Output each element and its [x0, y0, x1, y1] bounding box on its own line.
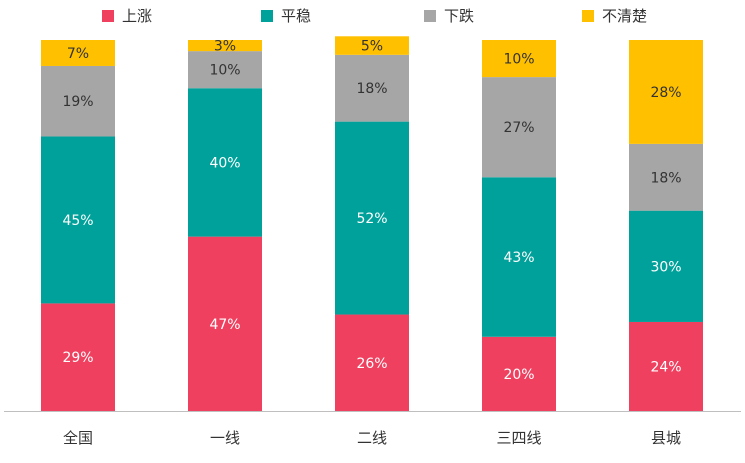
x-tick-label-3: 二线 [357, 429, 387, 447]
bar-1-2 [41, 136, 115, 304]
data-label-3-2: 52% [356, 211, 387, 227]
data-label-3-1: 26% [356, 356, 387, 372]
x-tick-label-2: 一线 [210, 429, 240, 447]
bar-1-3 [41, 65, 115, 137]
data-label-2-4: 3% [214, 39, 236, 55]
x-tick-label-5: 县城 [651, 429, 681, 447]
legend: 上涨 平稳 下跌 不清楚 [102, 7, 647, 25]
bar-2-4 [188, 40, 262, 52]
bar-4-1 [482, 336, 556, 411]
bar-3-2 [335, 121, 409, 315]
data-label-4-1: 20% [503, 367, 534, 383]
data-label-4-3: 27% [503, 120, 534, 136]
data-label-2-1: 47% [209, 317, 240, 333]
data-label-1-1: 29% [62, 350, 93, 366]
x-tick-label-1: 全国 [63, 429, 93, 447]
x-tick-labels: 全国 一线 二线 三四线 县城 [63, 429, 681, 447]
bar-4-4 [482, 40, 556, 78]
bar-3-1 [335, 314, 409, 411]
bar-5-2 [629, 210, 703, 322]
legend-swatch-4 [582, 10, 594, 22]
bar-2-1 [188, 236, 262, 411]
data-label-5-3: 18% [650, 170, 681, 186]
legend-swatch-3 [424, 10, 436, 22]
legend-label-4: 不清楚 [602, 7, 647, 25]
legend-label-2: 平稳 [281, 7, 311, 25]
data-label-5-1: 24% [650, 359, 681, 375]
bar-1-1 [41, 303, 115, 411]
legend-swatch-2 [261, 10, 273, 22]
bar-3-3 [335, 54, 409, 122]
x-tick-label-4: 三四线 [496, 429, 541, 447]
legend-label-3: 下跌 [444, 7, 474, 25]
data-label-1-2: 45% [62, 213, 93, 229]
bar-4-2 [482, 177, 556, 337]
data-label-2-2: 40% [209, 155, 240, 171]
bar-5-4 [629, 40, 703, 144]
data-label-3-3: 18% [356, 81, 387, 97]
data-label-5-2: 30% [650, 259, 681, 275]
data-label-5-4: 28% [650, 85, 681, 101]
data-label-1-3: 19% [62, 94, 93, 110]
bar-3-4 [335, 36, 409, 55]
data-label-4-4: 10% [503, 52, 534, 68]
legend-label-1: 上涨 [122, 7, 152, 25]
bar-4-3 [482, 77, 556, 178]
legend-swatch-1 [102, 10, 114, 22]
data-label-1-4: 7% [67, 46, 89, 62]
data-label-3-4: 5% [361, 39, 383, 55]
bar-5-1 [629, 321, 703, 411]
bar-5-3 [629, 143, 703, 211]
bar-1-4 [41, 40, 115, 66]
data-label-4-2: 43% [503, 250, 534, 266]
data-label-2-3: 10% [209, 63, 240, 79]
bar-2-2 [188, 88, 262, 237]
bars: 29% 45% 19% 7% 47% 40% 10% 3% 26% 52% 18% 5% 20% 43% 2… [41, 36, 703, 411]
bar-2-3 [188, 51, 262, 89]
